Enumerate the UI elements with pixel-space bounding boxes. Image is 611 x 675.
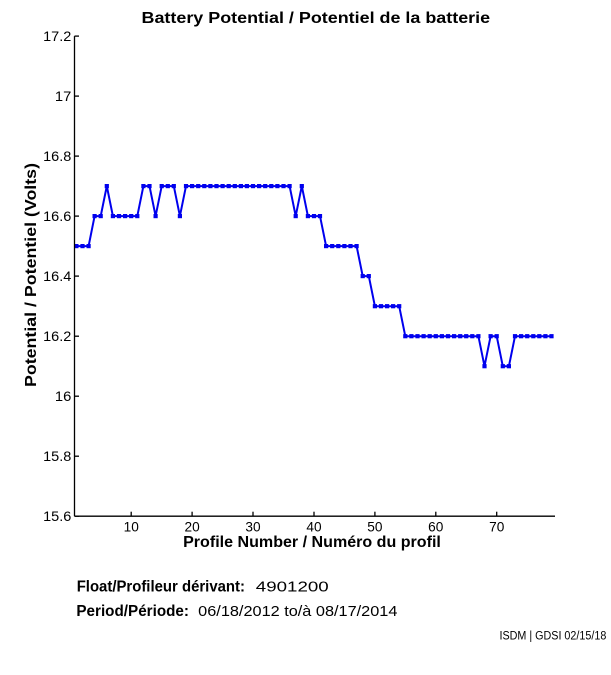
svg-text:17: 17 <box>55 89 71 104</box>
svg-text:60: 60 <box>428 520 444 535</box>
svg-text:Potential / Potentiel (Volts): Potential / Potentiel (Volts) <box>23 163 40 387</box>
svg-text:15.8: 15.8 <box>43 449 71 464</box>
svg-text:ISDM | GDSI 02/15/18: ISDM | GDSI 02/15/18 <box>500 631 607 643</box>
svg-text:06/18/2012 to/à 08/17/2014: 06/18/2012 to/à 08/17/2014 <box>198 604 397 620</box>
svg-text:16.4: 16.4 <box>43 269 72 284</box>
svg-text:40: 40 <box>306 520 322 535</box>
svg-text:15.6: 15.6 <box>43 509 71 524</box>
svg-text:4901200: 4901200 <box>256 579 329 595</box>
svg-text:20: 20 <box>185 520 201 535</box>
svg-text:Battery Potential / Potentiel: Battery Potential / Potentiel de la batt… <box>142 10 491 27</box>
svg-text:30: 30 <box>245 520 261 535</box>
svg-text:16.2: 16.2 <box>43 329 71 344</box>
svg-text:50: 50 <box>367 520 383 535</box>
svg-text:Float/Profileur dérivant:: Float/Profileur dérivant: <box>77 578 245 595</box>
svg-text:16.8: 16.8 <box>43 149 71 164</box>
svg-text:70: 70 <box>489 520 505 535</box>
svg-text:Period/Période:: Period/Période: <box>76 603 189 620</box>
svg-text:16: 16 <box>55 389 71 404</box>
svg-text:10: 10 <box>124 520 140 535</box>
svg-text:17.2: 17.2 <box>43 29 71 44</box>
svg-text:Profile Number / Numéro du pro: Profile Number / Numéro du profil <box>183 534 441 551</box>
svg-text:16.6: 16.6 <box>43 209 71 224</box>
